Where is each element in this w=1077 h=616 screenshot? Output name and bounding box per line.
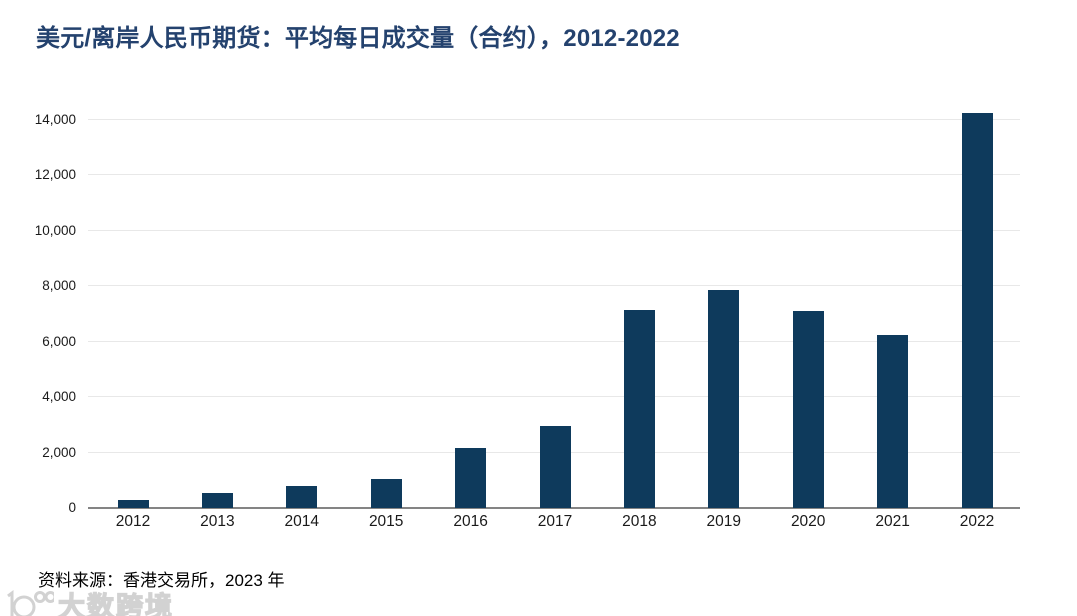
y-tick-label: 2,000 (42, 444, 76, 460)
bar-2021 (877, 334, 909, 508)
y-tick-label: 12,000 (34, 167, 76, 182)
bar-2012 (117, 499, 149, 508)
x-axis-line (88, 507, 1020, 509)
bar-2014 (286, 485, 318, 508)
x-tick-label-2019: 2019 (706, 513, 742, 530)
gridline (88, 396, 1020, 397)
x-tick-label-2012: 2012 (115, 513, 151, 530)
gridline (88, 118, 1020, 120)
y-tick-label: 4,000 (42, 389, 76, 404)
bar-2016 (455, 448, 487, 508)
bar-2022 (961, 112, 993, 508)
bar-2017 (539, 426, 571, 508)
x-tick-label-2015: 2015 (368, 513, 404, 530)
x-tick-label-2017: 2017 (537, 513, 573, 530)
bar-2015 (370, 478, 402, 508)
x-tick-label-2020: 2020 (790, 513, 826, 530)
x-tick-label-2014: 2014 (284, 513, 320, 530)
gridline (88, 285, 1020, 286)
gridline (88, 229, 1020, 231)
chart-title: 美元/离岸人民币期货：平均每日成交量（合约），2012-2022 (36, 25, 680, 52)
bar-2019 (708, 290, 740, 508)
source-note: 资料来源：香港交易所，2023 年 (38, 571, 285, 590)
x-tick-label-2013: 2013 (200, 513, 235, 530)
x-tick-label-2022: 2022 (959, 513, 995, 530)
dashu-logo-icon (7, 589, 54, 616)
y-tick-label: 14,000 (34, 111, 76, 127)
y-tick-label: 10,000 (34, 222, 76, 238)
gridline (88, 174, 1020, 175)
plot-area (88, 112, 1020, 509)
bar-2013 (201, 492, 233, 508)
y-tick-label: 8,000 (42, 278, 76, 293)
y-tick-label: 6,000 (42, 333, 76, 349)
bar-2020 (792, 310, 824, 508)
gridline (88, 340, 1020, 342)
x-tick-label-2021: 2021 (875, 513, 910, 530)
bar-2018 (623, 309, 655, 508)
x-tick-label-2016: 2016 (453, 513, 488, 530)
y-tick-label: 0 (68, 500, 76, 515)
x-tick-label-2018: 2018 (622, 513, 657, 530)
